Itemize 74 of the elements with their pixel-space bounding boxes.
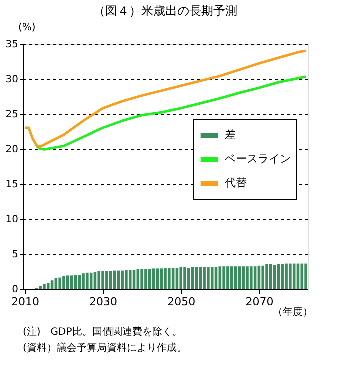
bar [148,269,152,289]
bar [82,274,85,289]
bar [66,276,70,289]
bar [46,283,50,289]
bar [270,264,272,289]
bar [207,267,210,289]
legend-label: 代替 [224,176,247,190]
bar [234,266,238,289]
bar [78,275,82,289]
bar [281,264,284,289]
bar [266,264,268,289]
bar [242,266,245,289]
y-axis-title: (%) [18,22,36,34]
bar [246,266,249,289]
text: (注) GDP比。国債関連費を除く。 [23,326,182,338]
y-tick-label: 25 [6,110,18,120]
bar [58,278,62,289]
bar [238,266,242,289]
x-axis-title: （年度） [273,306,313,318]
x-tick-label: 2050 [168,296,196,308]
bar [140,269,144,289]
bar [50,280,54,289]
bar [168,268,171,289]
bar [285,264,288,289]
bar [98,272,101,289]
bar [86,272,89,289]
x-tick-label: 2030 [90,296,118,308]
bar [160,268,163,289]
bar [70,276,74,289]
bar [39,286,42,289]
bar [43,284,46,289]
bar [184,267,186,289]
chart-title: （図４）米歳出の長期予測 [94,4,238,18]
bar [106,272,108,289]
line-series [24,50,308,148]
y-tick-label: 15 [6,180,18,190]
bar [230,266,234,289]
bar [152,268,156,289]
bar [226,266,230,289]
bar [180,267,183,289]
bar [164,268,167,289]
bar [125,270,128,289]
bar [254,266,257,289]
bar [132,270,136,289]
bar [188,268,190,289]
bar [262,266,265,289]
bar [144,269,148,289]
bar [250,266,253,289]
line-series [35,76,308,151]
y-tick-label: 10 [6,214,18,226]
bar [128,270,132,289]
text: (資料）議会予算局資料により作成。 [23,342,187,354]
bar [156,268,160,289]
bar [121,270,124,289]
bar [300,264,304,289]
bar [273,265,276,289]
bar [304,264,308,289]
bar [94,272,97,289]
legend-label: 差 [225,128,236,142]
bar [203,267,206,289]
y-tick-label: 0 [12,284,18,296]
x-tick-label: 2010 [11,296,40,308]
bar [289,264,292,289]
bar [102,272,104,289]
bar [222,266,226,289]
legend-label: ベースライン [225,152,291,166]
x-tick-label: 2070 [246,296,274,308]
bar [218,266,222,289]
y-tick-label: 30 [6,74,18,86]
bar [62,276,66,289]
bar [199,267,202,289]
y-tick-label: 35 [6,40,18,50]
y-tick-label: 5 [12,250,18,260]
y-tick-label: 20 [6,144,18,156]
